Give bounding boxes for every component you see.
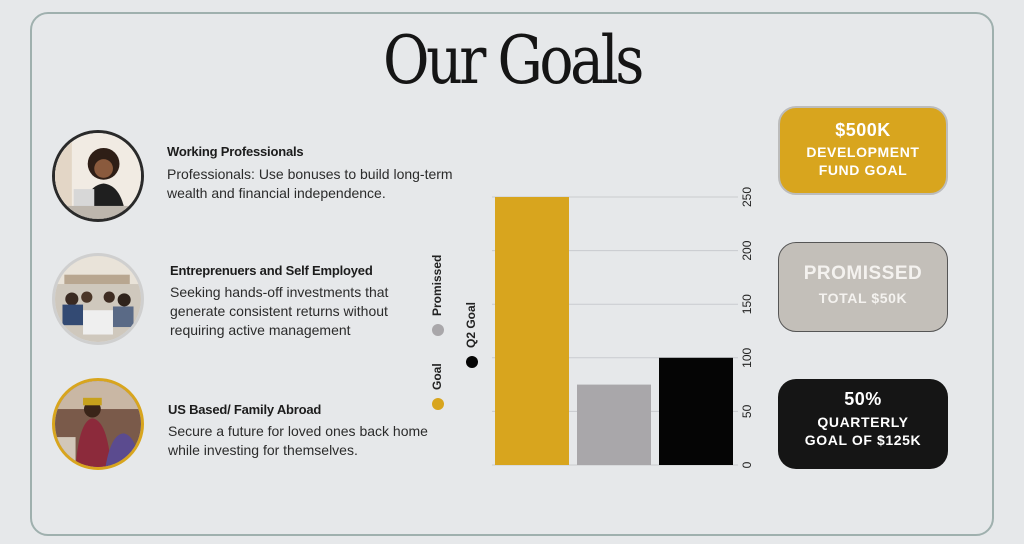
development-fund-goal-box: $500K DEVELOPMENT FUND GOAL: [778, 106, 948, 195]
audience-working-professionals: Working Professionals Professionals: Use…: [52, 130, 472, 230]
legend-label: Goal: [430, 363, 444, 390]
audience-description: Seeking hands-off investments that gener…: [170, 284, 389, 338]
goal-box-line: GOAL OF $125K: [804, 432, 922, 448]
family-abroad-photo: [52, 378, 144, 470]
audience-us-based: US Based/ Family Abroad Secure a future …: [52, 378, 472, 478]
working-professional-photo: [52, 130, 144, 222]
entrepreneurs-meeting-photo: [52, 253, 144, 345]
legend-swatch: [432, 324, 444, 336]
page-title: Our Goals: [383, 22, 644, 99]
y-tick-label: 150: [740, 294, 754, 314]
y-tick-label: 50: [740, 404, 754, 418]
goal-box-amount: PROMISSED: [803, 263, 923, 284]
audience-description: Secure a future for loved ones back home…: [168, 423, 428, 458]
bar-q2-goal: [659, 357, 733, 465]
goal-box-line: DEVELOPMENT: [806, 144, 920, 160]
legend-label: Promissed: [430, 255, 444, 316]
goal-box-line: QUARTERLY: [817, 414, 909, 430]
legend-swatch: [466, 356, 478, 368]
audience-title: Entreprenuers and Self Employed: [170, 263, 373, 278]
y-tick-label: 200: [740, 240, 754, 260]
content-frame: [30, 12, 994, 536]
y-tick-label: 0: [740, 461, 754, 468]
goal-box-line: TOTAL $50K: [818, 290, 908, 306]
legend-label: Q2 Goal: [464, 302, 478, 348]
audience-description: Professionals: Use bonuses to build long…: [167, 166, 453, 201]
audience-title: US Based/ Family Abroad: [168, 402, 322, 417]
bar-goal: [495, 197, 569, 465]
goal-box-line: FUND GOAL: [818, 162, 908, 178]
goal-box-amount: $500K: [835, 120, 891, 140]
promissed-total-box: PROMISSED TOTAL $50K: [778, 242, 948, 332]
y-tick-label: 100: [740, 347, 754, 367]
audience-title: Working Professionals: [167, 144, 304, 159]
quarterly-goal-box: 50% QUARTERLY GOAL OF $125K: [778, 379, 948, 469]
goal-box-amount: 50%: [844, 389, 882, 409]
y-tick-label: 250: [740, 187, 754, 207]
bar-promissed: [577, 384, 651, 465]
goals-bar-chart: 0 50 100 150 200 250 Goal Promissed Q2 Goal: [430, 187, 754, 469]
audience-entrepreneurs: Entreprenuers and Self Employed Seeking …: [52, 253, 472, 353]
legend-swatch: [432, 398, 444, 410]
